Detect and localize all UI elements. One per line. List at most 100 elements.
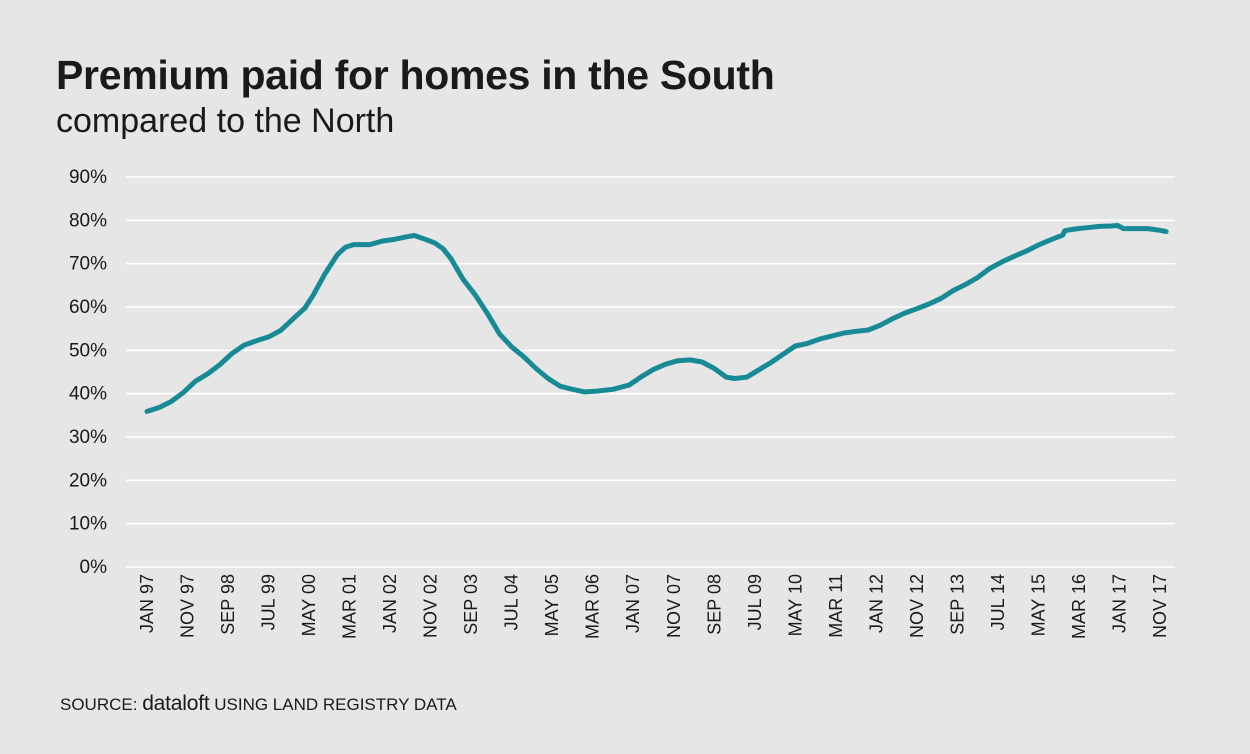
data-point [572,389,573,390]
data-point [1001,261,1002,262]
data-point [442,248,443,249]
data-point [535,368,536,369]
data-point [511,346,512,347]
data-point [596,391,597,392]
data-point [414,235,415,236]
data-point [1159,230,1160,231]
data-point [880,325,881,326]
series-layer [144,223,1169,414]
data-point [1062,235,1063,236]
data-point [381,241,382,242]
data-point [1099,226,1100,227]
data-point [256,340,257,341]
y-tick-label: 30% [69,427,107,448]
source-prefix: SOURCE: [60,695,138,714]
data-point [807,343,808,344]
chart-title: Premium paid for homes in the South [56,52,775,98]
x-tick-label: MAY 05 [542,574,562,636]
data-point [928,303,929,304]
x-tick-label: JUL 14 [988,574,1008,630]
data-point [714,368,715,369]
data-point [219,364,220,365]
data-point [689,359,690,360]
data-point [475,294,476,295]
data-point [783,354,784,355]
x-tick-label: NOV 07 [664,574,684,638]
y-tick-label: 60% [69,297,107,318]
data-point [953,290,954,291]
data-point [1135,228,1136,229]
data-point [734,378,735,379]
data-point [726,377,727,378]
data-point [1111,225,1112,226]
x-tick-label: SEP 08 [704,574,724,635]
x-tick-label: MAR 16 [1069,574,1089,639]
data-point [941,298,942,299]
data-point [280,330,281,331]
data-point [353,244,354,245]
data-point [268,336,269,337]
data-point [584,391,585,392]
data-point [313,295,314,296]
data-point [916,308,917,309]
x-tick-label: MAR 11 [826,574,846,638]
y-tick-label: 20% [69,470,107,491]
x-tick-label: SEP 13 [947,574,967,635]
data-point [1166,231,1167,232]
data-point [819,339,820,340]
data-point [244,345,245,346]
x-tick-label: JUL 04 [502,574,522,630]
data-point [868,329,869,330]
data-point [641,376,642,377]
data-point [171,401,172,402]
y-tick-label: 40% [69,384,107,405]
data-point [702,361,703,362]
data-point [426,239,427,240]
data-point [560,386,561,387]
data-point [548,378,549,379]
data-point [195,381,196,382]
x-tick-label: NOV 97 [178,574,198,638]
x-axis-tick-labels: JAN 97 NOV 97 SEP 98 JUL 99 MAY 00 MAR 01 JAN … [137,574,1170,639]
source-suffix: USING LAND REGISTRY DATA [214,695,457,714]
data-point [159,407,160,408]
data-point [1038,244,1039,245]
x-tick-label: NOV 02 [421,574,441,638]
data-point [325,273,326,274]
x-tick-label: NOV 17 [1150,574,1170,638]
series-line [144,223,1169,414]
x-tick-label: MAY 10 [785,574,805,636]
data-point [746,377,747,378]
data-point [207,373,208,374]
x-tick-label: SEP 98 [218,574,238,635]
data-point [292,319,293,320]
x-tick-label: NOV 12 [907,574,927,638]
data-point [232,353,233,354]
x-tick-label: SEP 03 [461,574,481,635]
data-point [629,384,630,385]
x-tick-label: JAN 07 [623,574,643,633]
data-point [499,333,500,334]
data-point [523,356,524,357]
data-point [1014,256,1015,257]
data-point [1123,228,1124,229]
y-tick-label: 50% [69,340,107,361]
data-point [612,389,613,390]
y-tick-label: 90% [69,167,107,188]
data-point [989,268,990,269]
data-point [146,411,147,412]
data-point [406,236,407,237]
data-point [345,247,346,248]
data-point [770,362,771,363]
x-tick-label: JUL 99 [259,574,279,630]
source-brand: dataloft [142,692,210,715]
x-tick-label: MAR 06 [583,574,603,639]
data-point [394,239,395,240]
x-tick-label: MAY 15 [1028,574,1048,636]
data-point [304,307,305,308]
data-point [977,277,978,278]
y-tick-label: 70% [69,254,107,275]
data-point [463,279,464,280]
data-point [1050,239,1051,240]
y-tick-label: 0% [80,557,108,578]
